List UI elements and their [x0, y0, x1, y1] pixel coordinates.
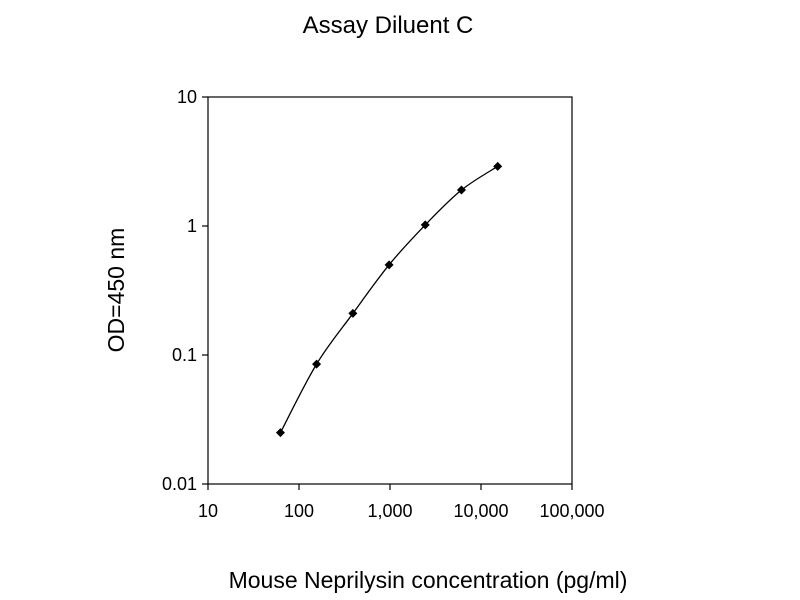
data-point-marker	[456, 185, 466, 195]
plot-area-frame	[207, 96, 573, 485]
data-point-marker	[420, 220, 430, 230]
x-tick-label: 100	[284, 501, 314, 521]
x-tick-label: 10,000	[453, 501, 508, 521]
data-point-marker	[312, 359, 322, 369]
series-line	[279, 165, 499, 433]
data-point-marker	[493, 161, 503, 171]
y-tick-label: 1	[187, 216, 197, 236]
x-tick-label: 100,000	[539, 501, 604, 521]
x-axis-label: Mouse Neprilysin concentration (pg/ml)	[229, 567, 628, 593]
data-point-marker	[348, 308, 358, 318]
axis-ticks: 10 100 1,000 10,000 100,000 0.01 0.1 1 10	[162, 87, 605, 521]
y-tick-label: 0.01	[162, 474, 197, 494]
y-axis-label: OD=450 nm	[103, 228, 129, 353]
x-tick-label: 1,000	[367, 501, 412, 521]
x-tick-label: 10	[198, 501, 218, 521]
chart-title: Assay Diluent C	[303, 12, 474, 39]
data-series	[275, 161, 503, 438]
data-point-marker	[275, 428, 285, 438]
y-tick-label: 10	[177, 87, 197, 107]
y-tick-label: 0.1	[172, 345, 197, 365]
data-point-marker	[384, 260, 394, 270]
